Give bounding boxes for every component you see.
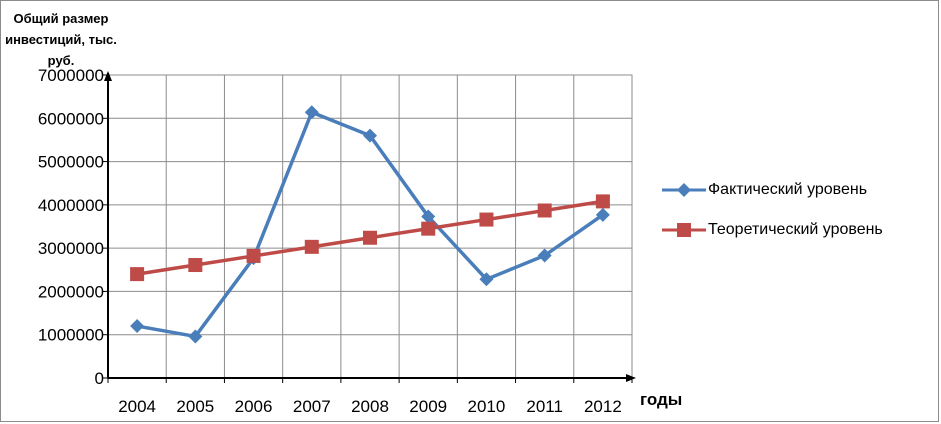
data-point-diamond <box>188 329 203 344</box>
x-tick-label: 2006 <box>235 397 273 416</box>
data-point-square <box>363 230 377 245</box>
data-point-square <box>479 212 494 227</box>
x-tick-label: 2010 <box>468 397 506 416</box>
data-point-square <box>304 239 319 254</box>
x-tick-label: 2012 <box>584 397 622 416</box>
legend-marker-diamond-icon <box>662 183 706 197</box>
x-axis-label: годы <box>640 390 683 409</box>
y-tick-label: 6000000 <box>38 109 104 128</box>
data-point-square <box>595 194 610 209</box>
data-point-diamond <box>595 207 610 222</box>
plot-border <box>107 74 633 379</box>
x-tick-label: 2011 <box>526 397 563 416</box>
y-tick-label: 2000000 <box>38 282 104 301</box>
x-tick-label: 2008 <box>351 397 389 416</box>
data-point-diamond <box>304 105 319 120</box>
series-line-1 <box>136 110 604 339</box>
data-point-square <box>188 258 203 273</box>
y-tick-label: 7000000 <box>38 66 104 85</box>
legend-marker-square-icon <box>662 223 706 237</box>
x-tick-label: 2004 <box>118 397 156 416</box>
data-point-square <box>130 267 145 282</box>
x-tick-label: 2005 <box>176 397 214 416</box>
legend-label-theoretical: Теоретический уровень <box>708 221 883 238</box>
y-axis-label: Общий размер инвестиций, тыс. руб. <box>5 11 117 68</box>
y-tick-label: 5000000 <box>38 153 104 172</box>
y-tick-label: 4000000 <box>38 196 104 215</box>
data-point-diamond <box>421 209 436 224</box>
y-tick-label: 3000000 <box>38 239 104 258</box>
y-axis-arrow-icon <box>104 71 112 81</box>
y-tick-label: 1000000 <box>38 326 104 345</box>
data-point-square <box>421 221 436 236</box>
legend-label-actual: Фактический уровень <box>708 181 868 198</box>
data-point-diamond <box>537 248 552 263</box>
data-point-diamond <box>363 128 377 143</box>
data-point-diamond <box>479 272 494 287</box>
y-tick-label: 0 <box>95 369 104 388</box>
data-point-square <box>537 203 552 218</box>
x-axis-arrow-icon <box>626 374 636 382</box>
data-point-square <box>246 248 261 263</box>
x-tick-label: 2007 <box>293 397 331 416</box>
x-tick-label: 2009 <box>409 397 447 416</box>
data-point-diamond <box>130 319 145 334</box>
